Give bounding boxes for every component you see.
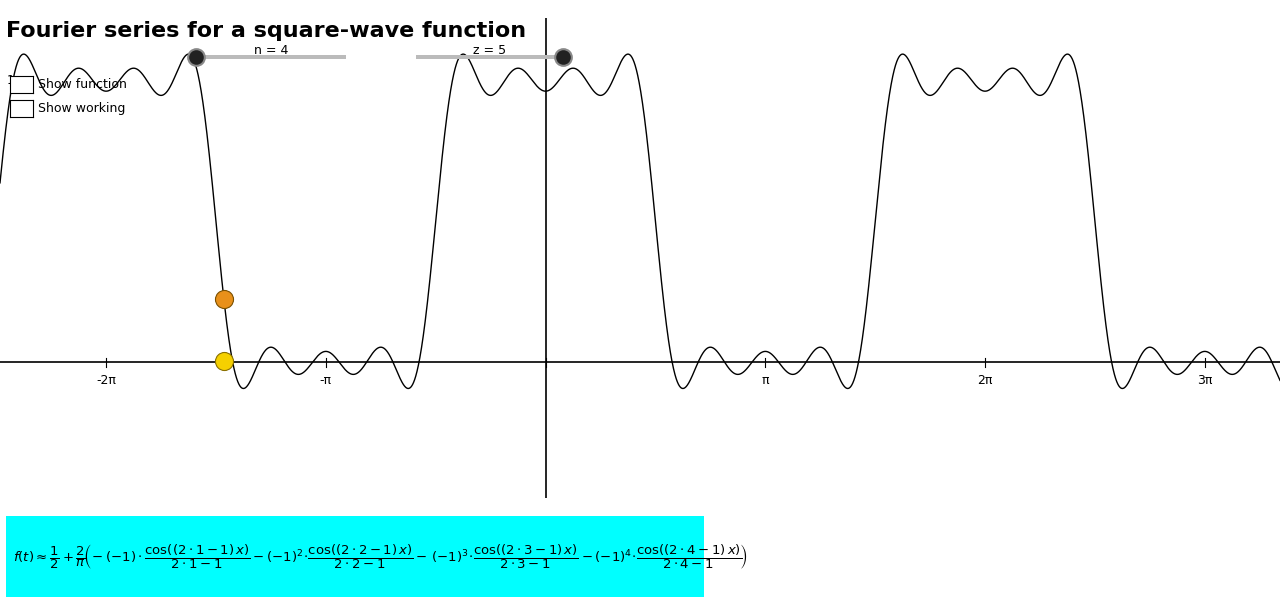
Text: -π: -π — [320, 374, 332, 387]
Text: -2π: -2π — [96, 374, 116, 387]
Text: Show function: Show function — [38, 77, 127, 91]
Text: z = 5: z = 5 — [474, 44, 506, 57]
Text: 1: 1 — [6, 74, 14, 86]
Text: π: π — [762, 374, 769, 387]
Text: $f(t) \approx \dfrac{1}{2} + \dfrac{2}{\pi}\!\left(\!-(-1)\cdot\dfrac{\cos((2 \c: $f(t) \approx \dfrac{1}{2} + \dfrac{2}{\… — [13, 542, 748, 571]
Text: 2π: 2π — [978, 374, 993, 387]
Text: Show working: Show working — [38, 101, 125, 115]
Text: 3π: 3π — [1197, 374, 1212, 387]
Text: Fourier series for a square-wave function: Fourier series for a square-wave functio… — [6, 21, 526, 41]
Text: n = 4: n = 4 — [253, 44, 288, 57]
